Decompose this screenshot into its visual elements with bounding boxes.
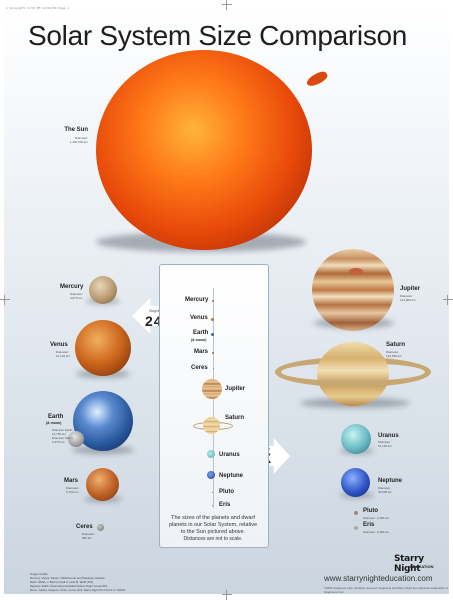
center-jupiter-image <box>202 379 222 399</box>
page-title: Solar System Size Comparison <box>28 20 408 51</box>
eris-label: Eris <box>363 522 375 528</box>
credits-line-2: Mercury, Venus, Saturn: NASA/Lunar and P… <box>30 576 105 580</box>
printer-line: 1_Solarpdf1 4:59 PM 12/01/09 Page 1 <box>6 6 70 10</box>
eris-diameter: Diameter: 2,400 km <box>363 530 390 534</box>
eris-image <box>354 526 358 530</box>
venus-label: Venus <box>50 342 68 348</box>
caption-line-1: The sizes of the planets and dwarf <box>171 515 255 521</box>
legal-notice: ©2009 Imaginova Corp. All rights reserve… <box>324 586 448 594</box>
ceres-label: Ceres <box>76 524 93 530</box>
registration-mark-bottom <box>222 590 232 600</box>
sun-diameter-value: 1,392,530 km <box>69 140 88 144</box>
mars-label: Mars <box>64 478 79 484</box>
center-saturn-image <box>203 417 220 434</box>
center-pluto-label: Pluto <box>219 489 234 495</box>
neptune-diameter-value: 49,528 km <box>378 490 393 494</box>
credits-line-4: Neptune: Earth Observatory/Goddard Space… <box>30 584 108 588</box>
mercury-image <box>89 276 117 304</box>
relative-size-panel <box>159 264 269 548</box>
jupiter-label: Jupiter <box>400 286 421 292</box>
registration-mark-left <box>0 295 10 305</box>
center-saturn-label: Saturn <box>225 415 245 421</box>
moon-diameter-label: Diameter Moon: <box>52 436 74 440</box>
center-mars-label: Mars <box>194 349 209 355</box>
pluto-image <box>354 511 358 515</box>
caption-line-4: Distances are not to scale. <box>183 536 243 542</box>
credits-line-5: Moon, Jupiter, Neptune, Pluto, Ceres, Er… <box>30 588 126 592</box>
mars-diameter-value: 6,792 km <box>66 490 79 494</box>
neptune-diameter-label: Diameter: <box>378 486 392 490</box>
sun-label: The Sun <box>64 127 88 133</box>
venus-diameter-label: Diameter: <box>56 350 70 354</box>
website-url: www.starrynighteducation.com <box>324 574 433 583</box>
sun-diameter-label: Diameter: <box>74 136 88 140</box>
center-eris-dot <box>212 505 213 506</box>
saturn-label: Saturn <box>386 342 406 348</box>
ceres-diameter-value: 950 km <box>82 536 92 540</box>
saturn-diameter-label: Diameter: <box>386 350 400 354</box>
credits-line-1: Image Credits: <box>30 572 49 576</box>
poster: 1_Solarpdf1 4:59 PM 12/01/09 Page 1 Sola… <box>4 6 449 594</box>
center-earth-label: Earth <box>193 330 209 336</box>
earth-label: Earth <box>48 414 64 420</box>
moon-diameter-value: 3,475 km <box>52 440 65 444</box>
mercury-label: Mercury <box>60 284 84 290</box>
center-mercury-label: Mercury <box>185 297 209 303</box>
saturn-diameter-value: 120,536 km <box>386 354 402 358</box>
center-earth-dot <box>211 333 214 336</box>
starry-night-logo-sub: EDUCATION <box>410 564 434 569</box>
center-ceres-label: Ceres <box>191 365 208 371</box>
center-venus-label: Venus <box>190 315 208 321</box>
image-credits: Image Credits: Mercury, Venus, Saturn: N… <box>30 572 200 592</box>
uranus-diameter-value: 51,118 km <box>378 444 392 448</box>
caption-line-3: to the Sun pictured above. <box>180 529 246 535</box>
jupiter-red-spot <box>349 268 363 275</box>
mercury-diameter-value: 4,879 km <box>70 296 83 300</box>
pluto-label: Pluto <box>363 508 378 514</box>
mars-diameter-label: Diameter: <box>66 486 80 490</box>
mars-image <box>86 468 119 501</box>
center-neptune-label: Neptune <box>219 473 243 479</box>
center-eris-label: Eris <box>219 502 231 508</box>
sun-flare <box>304 69 330 89</box>
jupiter-image <box>312 249 394 331</box>
registration-mark-top <box>222 0 232 10</box>
center-jupiter-label: Jupiter <box>225 386 246 392</box>
venus-image <box>75 320 131 376</box>
earth-diameter-label: Diameter Earth: <box>52 428 74 432</box>
sun-image <box>96 50 312 250</box>
starry-night-logo: Starry Night <box>394 554 424 574</box>
uranus-image <box>341 424 371 454</box>
pluto-diameter: Diameter: 2,300 km <box>363 516 390 520</box>
ceres-image <box>97 524 104 531</box>
registration-mark-right <box>443 295 453 305</box>
caption-line-2: planets in our Solar System, relative <box>168 522 258 528</box>
jupiter-diameter-value: 142,984 km <box>400 298 416 302</box>
center-uranus-image <box>207 450 215 458</box>
center-ceres-dot <box>213 368 214 369</box>
ceres-diameter-label: Diameter: <box>82 532 96 536</box>
credits-line-3: Mars: NASA, J. Bell (Cornell U.) and M. … <box>30 580 94 584</box>
center-mars-dot <box>212 352 214 354</box>
center-earth-moon-label: (& moon) <box>191 338 207 342</box>
mercury-diameter-label: Diameter: <box>70 292 84 296</box>
uranus-label: Uranus <box>378 433 399 439</box>
center-venus-dot <box>211 318 214 321</box>
jupiter-diameter-label: Diameter: <box>400 294 414 298</box>
earth-moon-label: (& moon) <box>46 421 62 425</box>
neptune-image <box>341 468 370 497</box>
magnify-24x-small: Magnified <box>149 309 165 313</box>
center-mercury-dot <box>212 300 214 302</box>
center-neptune-image <box>207 471 215 479</box>
moon-image <box>68 431 84 447</box>
center-uranus-label: Uranus <box>219 452 240 458</box>
earth-diameter-value: 12,756 km <box>52 432 67 436</box>
caption: The sizes of the planets and dwarf plane… <box>164 515 262 543</box>
saturn-ring-front <box>275 357 431 387</box>
neptune-label: Neptune <box>378 478 402 484</box>
uranus-diameter-label: Diameter: <box>378 440 392 444</box>
venus-diameter-value: 12,104 km <box>56 354 71 358</box>
center-pluto-dot <box>212 492 213 493</box>
